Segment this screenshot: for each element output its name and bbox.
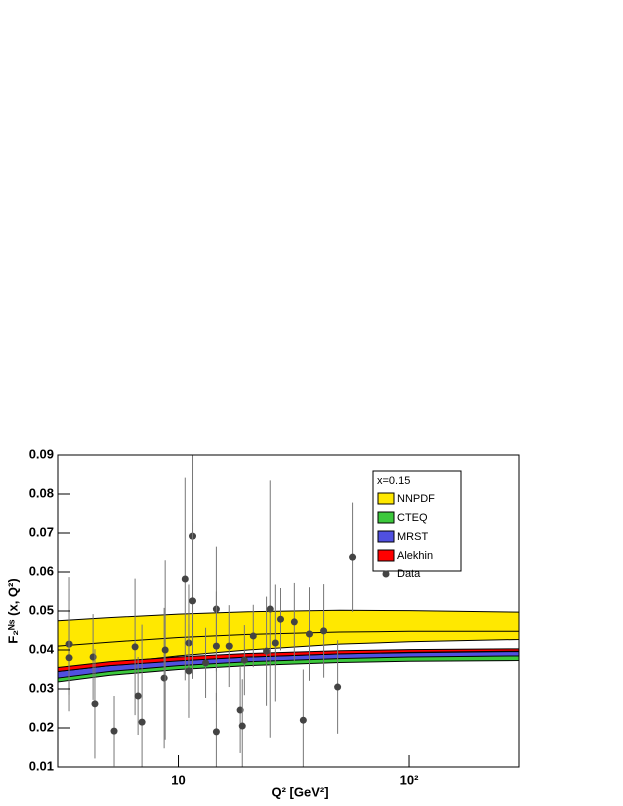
y-tick-label: 0.07 [29, 524, 54, 539]
data-point [131, 643, 139, 651]
data-point [161, 646, 169, 654]
data-point [181, 575, 189, 583]
data-point [240, 656, 248, 664]
data-point [160, 674, 168, 682]
y-tick-label: 0.05 [29, 602, 54, 617]
data-point [299, 716, 307, 724]
data-point [65, 654, 73, 662]
x-axis-title: Q² [GeV²] [271, 784, 328, 799]
y-tick-label: 0.06 [29, 563, 54, 578]
data-point [290, 618, 298, 626]
central-line [57, 630, 519, 647]
legend-swatch [377, 492, 395, 505]
x-tick-label: 10² [400, 772, 419, 787]
data-point [189, 597, 197, 605]
legend-label: Data [397, 568, 421, 580]
data-point [266, 605, 274, 613]
data-point [271, 639, 279, 647]
y-tick-label: 0.02 [29, 719, 54, 734]
y-tick-label: 0.08 [29, 485, 54, 500]
data-point [249, 632, 257, 640]
data-point [277, 615, 285, 623]
y-tick-label: 0.04 [29, 641, 55, 656]
data-point [134, 692, 142, 700]
data-point [320, 627, 328, 635]
data-point [349, 553, 357, 561]
legend-swatch [377, 549, 395, 562]
data-point [305, 630, 313, 638]
data-point [185, 667, 193, 675]
data-point [212, 728, 220, 736]
data-point [212, 642, 220, 650]
data-point [263, 647, 271, 655]
y-tick-label: 0.01 [29, 758, 54, 773]
legend-marker [382, 570, 390, 578]
legend-title: x=0.15 [377, 475, 410, 487]
legend-label: NNPDF [397, 493, 435, 505]
legend-swatch [377, 511, 395, 524]
data-point [91, 700, 99, 708]
data-point [202, 659, 210, 667]
data-point [89, 653, 97, 661]
data-point [110, 727, 118, 735]
y-axis-title: F₂ᴺˢ (x, Q²) [5, 578, 20, 643]
y-tick-label: 0.03 [29, 680, 54, 695]
data-point [238, 722, 246, 730]
x-tick-label: 10 [171, 772, 185, 787]
legend-label: MRST [397, 531, 428, 543]
legend-label: Alekhin [397, 550, 433, 562]
data-point [334, 683, 342, 691]
data-point [138, 718, 146, 726]
y-tick-label: 0.09 [29, 446, 54, 461]
legend-label: CTEQ [397, 512, 428, 524]
data-point [225, 642, 233, 650]
legend-swatch [377, 530, 395, 543]
